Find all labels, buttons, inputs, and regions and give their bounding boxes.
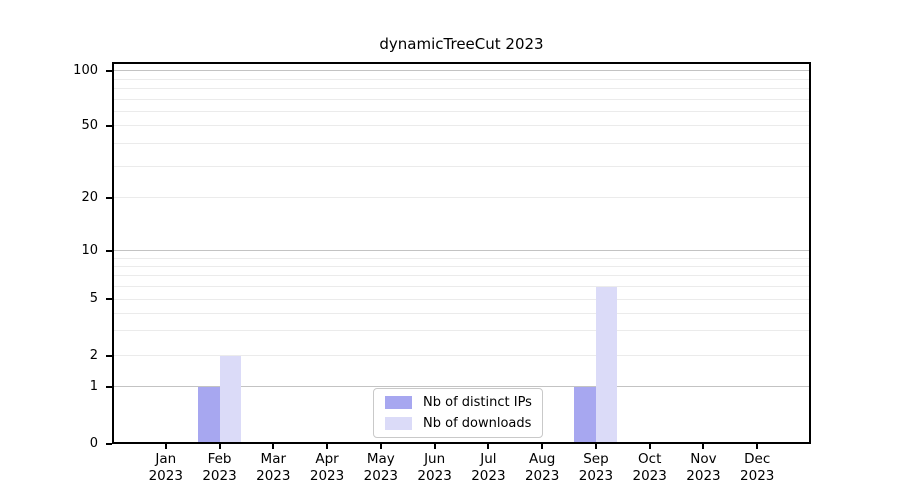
minor-gridline-80 (114, 87, 809, 89)
x-tick-label-11: Nov 2023 (686, 451, 721, 484)
major-gridline-10 (114, 250, 809, 252)
y-tick-label-20: 20 (81, 189, 98, 205)
bar-feb-downloads (219, 355, 242, 444)
y-tick-label-5: 5 (89, 291, 98, 307)
y-tick-mark-1 (106, 385, 112, 388)
x-tick-mark-2 (218, 444, 221, 449)
y-tick-label-1: 1 (89, 378, 98, 394)
minor-gridline-9 (114, 257, 809, 259)
minor-gridline-3 (114, 330, 809, 332)
minor-gridline-5 (114, 298, 809, 300)
x-tick-mark-4 (326, 444, 329, 449)
minor-gridline-40 (114, 142, 809, 144)
x-tick-mark-10 (648, 444, 651, 449)
y-tick-mark-5 (106, 298, 112, 301)
minor-gridline-30 (114, 165, 809, 167)
x-tick-mark-5 (379, 444, 382, 449)
x-tick-mark-11 (702, 444, 705, 449)
x-tick-label-12: Dec 2023 (740, 451, 775, 484)
y-tick-mark-50 (106, 124, 112, 127)
y-tick-label-2: 2 (89, 347, 98, 363)
minor-gridline-50 (114, 125, 809, 127)
legend-swatch-distinct-ips (385, 396, 412, 409)
x-tick-mark-12 (756, 444, 759, 449)
major-gridline-100 (114, 70, 809, 72)
legend-label-downloads: Nb of downloads (423, 416, 532, 431)
y-tick-label-100: 100 (73, 62, 98, 78)
x-tick-mark-1 (164, 444, 167, 449)
y-tick-mark-20 (106, 196, 112, 199)
x-tick-label-3: Mar 2023 (256, 451, 291, 484)
minor-gridline-8 (114, 265, 809, 267)
minor-gridline-60 (114, 110, 809, 112)
x-tick-label-6: Jun 2023 (417, 451, 452, 484)
y-tick-mark-2 (106, 354, 112, 357)
legend-item-downloads: Nb of downloads (385, 416, 542, 431)
legend-item-distinct-ips: Nb of distinct IPs (385, 395, 542, 410)
x-tick-mark-9 (594, 444, 597, 449)
x-tick-label-2: Feb 2023 (202, 451, 237, 484)
x-tick-label-8: Aug 2023 (524, 451, 560, 484)
y-tick-mark-100 (106, 69, 112, 72)
x-tick-label-1: Jan 2023 (148, 451, 183, 484)
x-tick-label-4: Apr 2023 (309, 451, 345, 484)
minor-gridline-6 (114, 286, 809, 287)
legend: Nb of distinct IPs Nb of downloads (373, 388, 543, 438)
x-tick-mark-6 (433, 444, 436, 449)
x-tick-label-5: May 2023 (363, 451, 399, 484)
legend-swatch-downloads (385, 417, 412, 430)
x-tick-label-7: Jul 2023 (471, 451, 506, 484)
x-tick-label-9: Sep 2023 (578, 451, 614, 484)
x-tick-mark-3 (272, 444, 275, 449)
y-tick-label-10: 10 (81, 242, 98, 258)
y-tick-mark-0 (106, 442, 112, 445)
y-tick-mark-10 (106, 249, 112, 252)
chart-title: dynamicTreeCut 2023 (379, 35, 544, 53)
bar-sep-distinct-ips (574, 386, 596, 444)
minor-gridline-90 (114, 78, 809, 80)
y-tick-label-0: 0 (89, 435, 98, 451)
minor-gridline-70 (114, 98, 809, 100)
x-tick-mark-8 (541, 444, 544, 449)
minor-gridline-20 (114, 197, 809, 199)
y-tick-label-50: 50 (81, 117, 98, 133)
x-tick-mark-7 (487, 444, 490, 449)
minor-gridline-7 (114, 275, 809, 277)
legend-label-distinct-ips: Nb of distinct IPs (423, 395, 532, 410)
minor-gridline-2 (114, 355, 809, 357)
bar-feb-distinct-ips (198, 386, 220, 444)
minor-gridline-4 (114, 312, 809, 314)
bar-sep-downloads (595, 286, 618, 444)
x-tick-label-10: Oct 2023 (632, 451, 667, 484)
major-gridline-1 (114, 386, 809, 388)
